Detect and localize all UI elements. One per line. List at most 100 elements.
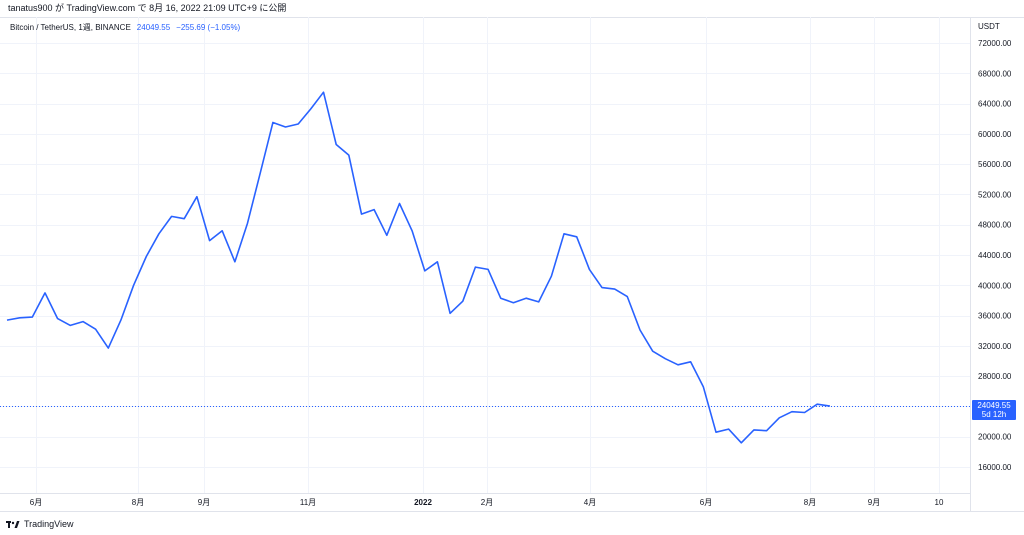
data-point[interactable] bbox=[30, 315, 34, 319]
data-point[interactable] bbox=[435, 260, 439, 264]
price-tick-label: 52000.00 bbox=[978, 190, 1012, 199]
time-tick-label: 9月 bbox=[198, 498, 210, 507]
data-point[interactable] bbox=[182, 217, 186, 221]
data-point[interactable] bbox=[246, 221, 250, 225]
data-point[interactable] bbox=[94, 327, 98, 331]
data-point[interactable] bbox=[651, 349, 655, 353]
price-tag-countdown: 5d 12h bbox=[981, 410, 1007, 419]
data-point[interactable] bbox=[132, 283, 136, 287]
data-point[interactable] bbox=[208, 239, 212, 243]
data-point[interactable] bbox=[398, 202, 402, 206]
data-point[interactable] bbox=[587, 267, 591, 271]
data-point[interactable] bbox=[511, 301, 515, 305]
data-point[interactable] bbox=[613, 287, 617, 291]
data-point[interactable] bbox=[322, 90, 326, 94]
data-point[interactable] bbox=[727, 427, 731, 431]
time-tick-label: 6月 bbox=[30, 498, 42, 507]
price-tick-label: 44000.00 bbox=[978, 251, 1012, 260]
data-point[interactable] bbox=[309, 107, 313, 111]
time-tick-label: 2月 bbox=[481, 498, 493, 507]
data-point[interactable] bbox=[739, 441, 743, 445]
price-tick-label: 28000.00 bbox=[978, 372, 1012, 381]
data-point[interactable] bbox=[473, 265, 477, 269]
data-point[interactable] bbox=[765, 429, 769, 433]
data-point[interactable] bbox=[625, 295, 629, 299]
data-point[interactable] bbox=[714, 430, 718, 434]
price-axis-labels: 72000.00 68000.00 64000.00 60000.00 56000.00… bbox=[978, 39, 1012, 472]
time-tick-label: 8月 bbox=[132, 498, 144, 507]
data-point[interactable] bbox=[296, 122, 300, 126]
data-point[interactable] bbox=[815, 402, 819, 406]
data-point[interactable] bbox=[372, 208, 376, 212]
data-point[interactable] bbox=[56, 317, 60, 321]
data-point[interactable] bbox=[119, 318, 123, 322]
time-tick-label: 9月 bbox=[868, 498, 880, 507]
price-tick-label: 68000.00 bbox=[978, 69, 1012, 78]
chart-frame bbox=[0, 17, 1024, 512]
data-point[interactable] bbox=[5, 318, 9, 322]
data-point[interactable] bbox=[157, 232, 161, 236]
data-point[interactable] bbox=[499, 296, 503, 300]
data-point[interactable] bbox=[777, 416, 781, 420]
data-point[interactable] bbox=[689, 360, 693, 364]
data-point[interactable] bbox=[803, 411, 807, 415]
data-point[interactable] bbox=[448, 311, 452, 315]
data-point[interactable] bbox=[549, 274, 553, 278]
data-point[interactable] bbox=[701, 385, 705, 389]
data-point[interactable] bbox=[663, 357, 667, 361]
price-tick-label: 32000.00 bbox=[978, 342, 1012, 351]
symbol-label: Bitcoin / TetherUS, 1週, BINANCE bbox=[10, 23, 131, 32]
time-tick-label: 10 bbox=[935, 498, 944, 507]
price-tick-label: 16000.00 bbox=[978, 463, 1012, 472]
chart-grid bbox=[0, 17, 970, 493]
price-tick-label: 72000.00 bbox=[978, 39, 1012, 48]
data-point[interactable] bbox=[575, 235, 579, 239]
data-point[interactable] bbox=[233, 260, 237, 264]
footer-brand[interactable]: TradingView bbox=[6, 517, 74, 531]
data-point[interactable] bbox=[170, 214, 174, 218]
price-tick-label: 20000.00 bbox=[978, 433, 1012, 442]
data-point[interactable] bbox=[461, 299, 465, 303]
data-point[interactable] bbox=[334, 143, 338, 147]
chart-legend: Bitcoin / TetherUS, 1週, BINANCE 24049.55−… bbox=[10, 22, 240, 34]
data-point[interactable] bbox=[81, 320, 85, 324]
data-point[interactable] bbox=[18, 316, 22, 320]
price-tick-label: 64000.00 bbox=[978, 100, 1012, 109]
data-point[interactable] bbox=[68, 323, 72, 327]
price-series-line bbox=[6, 91, 831, 444]
data-point[interactable] bbox=[486, 267, 490, 271]
data-point[interactable] bbox=[258, 171, 262, 175]
price-tick-label: 48000.00 bbox=[978, 221, 1012, 230]
data-point[interactable] bbox=[271, 121, 275, 125]
data-point[interactable] bbox=[423, 269, 427, 273]
time-tick-label: 11月 bbox=[300, 498, 316, 507]
data-point[interactable] bbox=[524, 296, 528, 300]
data-point[interactable] bbox=[638, 328, 642, 332]
time-tick-label: 8月 bbox=[804, 498, 816, 507]
data-point[interactable] bbox=[347, 153, 351, 157]
data-point[interactable] bbox=[106, 346, 110, 350]
data-point[interactable] bbox=[43, 291, 47, 295]
data-point[interactable] bbox=[144, 255, 148, 259]
data-point[interactable] bbox=[195, 195, 199, 199]
series-points bbox=[5, 90, 832, 445]
price-tick-label: 60000.00 bbox=[978, 130, 1012, 139]
data-point[interactable] bbox=[360, 212, 364, 216]
tradingview-logo-icon bbox=[6, 520, 20, 528]
time-tick-label: 6月 bbox=[700, 498, 712, 507]
data-point[interactable] bbox=[828, 404, 832, 408]
data-point[interactable] bbox=[600, 286, 604, 290]
price-tick-label: 40000.00 bbox=[978, 281, 1012, 290]
data-point[interactable] bbox=[410, 229, 414, 233]
data-point[interactable] bbox=[385, 233, 389, 237]
data-point[interactable] bbox=[790, 410, 794, 414]
data-point[interactable] bbox=[562, 232, 566, 236]
data-point[interactable] bbox=[284, 125, 288, 129]
data-point[interactable] bbox=[752, 428, 756, 432]
data-point[interactable] bbox=[220, 229, 224, 233]
publish-info: tanatus900 が TradingView.com で 8月 16, 20… bbox=[0, 0, 1024, 16]
last-price-value: 24049.55 bbox=[136, 23, 171, 32]
data-point[interactable] bbox=[676, 363, 680, 367]
data-point[interactable] bbox=[537, 300, 541, 304]
